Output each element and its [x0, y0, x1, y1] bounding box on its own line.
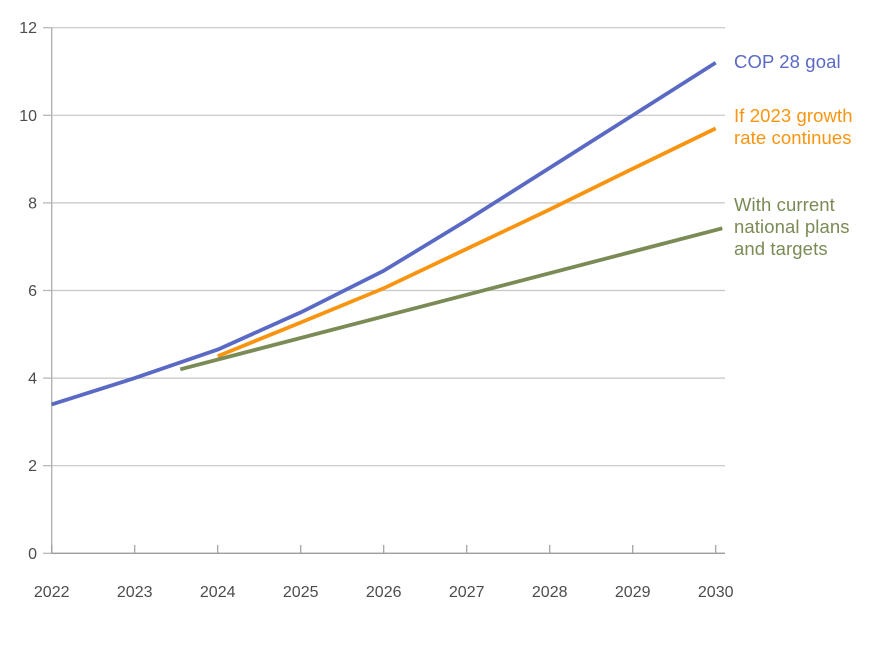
x-tick-label: 2025	[283, 584, 319, 601]
y-tick-label: 6	[28, 283, 37, 300]
x-tick-label: 2026	[366, 584, 402, 601]
x-tick-label: 2030	[698, 584, 734, 601]
y-tick-label: 4	[28, 371, 37, 388]
series-label-2023-growth-rate: If 2023 growth rate continues	[734, 105, 853, 149]
x-tick-label: 2024	[200, 584, 236, 601]
series-label-cop-28-goal: COP 28 goal	[734, 50, 841, 72]
x-tick-label: 2028	[532, 584, 568, 601]
x-tick-label: 2027	[449, 584, 485, 601]
y-tick-label: 2	[28, 458, 37, 475]
x-tick-label: 2029	[615, 584, 651, 601]
series-label-national-plans-targets: With current national plans and targets	[734, 194, 850, 260]
series-line-0	[51, 61, 717, 407]
y-tick-label: 10	[19, 108, 37, 125]
x-tick-label: 2022	[34, 584, 70, 601]
series-line-2	[179, 226, 723, 372]
x-tick-label: 2023	[117, 584, 153, 601]
series-line-1	[216, 126, 717, 358]
y-tick-label: 8	[28, 195, 37, 212]
y-tick-label: 0	[28, 546, 37, 563]
y-tick-label: 12	[19, 20, 37, 37]
